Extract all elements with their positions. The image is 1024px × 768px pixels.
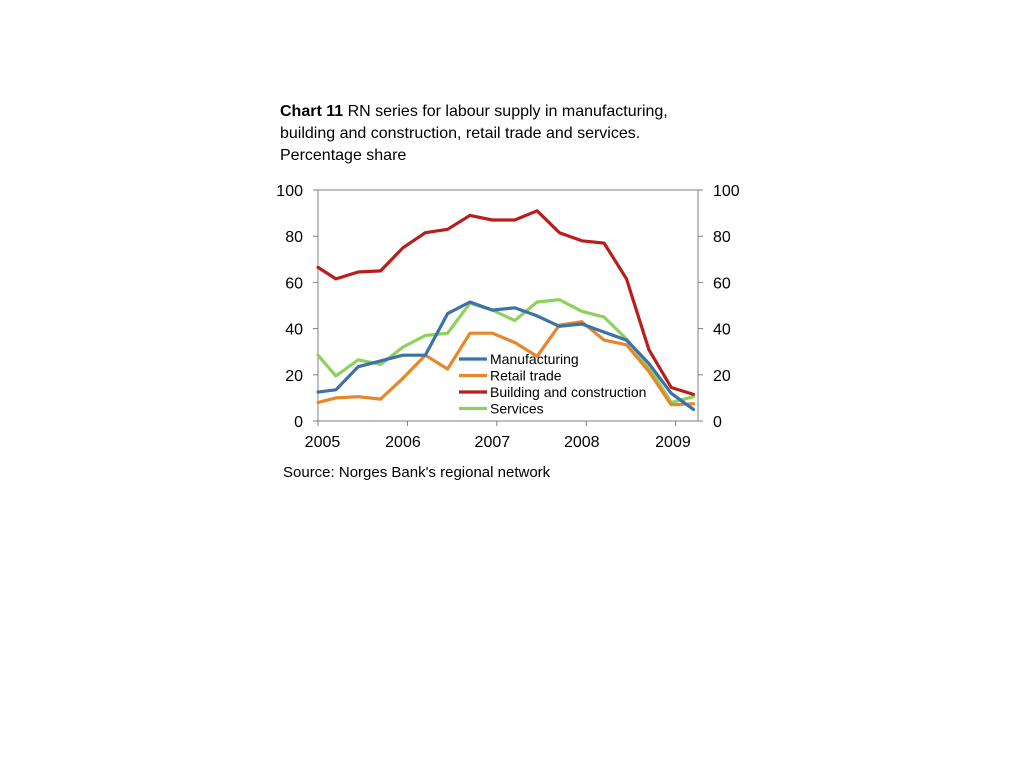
legend-label: Services xyxy=(490,401,544,417)
series-line-retail-trade xyxy=(316,320,696,407)
y-tick-label-right: 20 xyxy=(713,368,731,385)
x-tick-label: 2007 xyxy=(475,434,511,451)
legend-label: Building and construction xyxy=(490,384,646,400)
chart-title: Chart 11 RN series for labour supply in … xyxy=(280,101,720,167)
series-line-manufacturing xyxy=(316,300,696,411)
x-tick-label: 2009 xyxy=(655,434,691,451)
y-tick-label-left: 60 xyxy=(285,275,303,292)
y-tick-label-left: 100 xyxy=(276,183,303,200)
y-tick-label-left: 0 xyxy=(294,414,303,431)
y-tick-label-right: 0 xyxy=(713,414,722,431)
chart-title-text: RN series for labour supply in manufactu… xyxy=(280,103,668,164)
y-tick-label-left: 80 xyxy=(285,229,303,246)
y-tick-label-right: 100 xyxy=(713,183,740,200)
x-tick-label: 2008 xyxy=(564,434,600,451)
y-tick-label-right: 80 xyxy=(713,229,731,246)
legend-label: Manufacturing xyxy=(490,351,579,367)
y-tick-label-right: 40 xyxy=(713,322,731,339)
chart-number: Chart 11 xyxy=(280,103,344,120)
y-tick-label-left: 40 xyxy=(285,322,303,339)
series-line-building-and-construction xyxy=(316,209,696,396)
x-tick-label: 2005 xyxy=(305,434,341,451)
y-tick-label-left: 20 xyxy=(285,368,303,385)
source-note: Source: Norges Bank's regional network xyxy=(283,464,551,481)
x-tick-label: 2006 xyxy=(385,434,421,451)
plot-frame xyxy=(317,189,699,422)
y-tick-label-right: 60 xyxy=(713,275,731,292)
legend-label: Retail trade xyxy=(490,368,562,384)
